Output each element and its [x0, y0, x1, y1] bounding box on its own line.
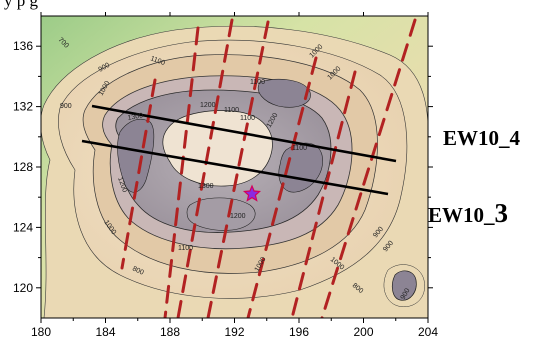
- contour-label: 1300: [198, 183, 214, 190]
- contour-label: 1100: [250, 79, 265, 86]
- contour-label: 1200: [116, 176, 128, 193]
- profile-label-ew10-3-suffix: 3: [494, 198, 509, 228]
- seamount-southeast: [391, 270, 417, 301]
- y-tick-label: 120: [13, 281, 33, 295]
- dashed-tracks: [120, 18, 417, 318]
- caption-fragment: y p g: [4, 0, 38, 10]
- x-tick-label: 188: [160, 325, 180, 339]
- x-tick-label: 200: [353, 325, 373, 339]
- contour-label: 1200: [230, 213, 246, 220]
- x-tick-label: 184: [95, 325, 115, 339]
- contour-label: 1100: [149, 55, 166, 67]
- track-1: [120, 78, 157, 270]
- x-tick-label: 192: [224, 325, 244, 339]
- contour-label: 1100: [224, 107, 239, 114]
- track-6: [290, 70, 357, 318]
- profile-line-ew10-4: [91, 104, 397, 163]
- contour-label: 1200: [200, 102, 216, 109]
- contour-label: 900: [400, 287, 412, 301]
- map-area: [41, 16, 428, 318]
- profile-label-ew10-3-prefix: EW10_: [428, 203, 495, 227]
- x-tick-label: 180: [31, 325, 51, 339]
- y-tick-label: 132: [13, 100, 33, 114]
- contour-label: 900: [98, 62, 112, 74]
- y-tick-label: 136: [13, 39, 33, 53]
- track-2: [163, 26, 200, 318]
- contour-label: 1100: [240, 115, 255, 122]
- contour-label: 800: [131, 265, 145, 276]
- profile-line-ew10-3: [81, 139, 389, 196]
- axis-ticks: [36, 12, 433, 323]
- x-tick-label: 196: [289, 325, 309, 339]
- profile-label-ew10-3: EW10_3: [428, 198, 508, 229]
- star-marker-icon: [242, 184, 262, 202]
- y-tick-label: 124: [13, 220, 33, 234]
- axis-labels: 180 184 188 192 196 200 204 120 124 128 132 136: [13, 39, 438, 339]
- contour-label: 1100: [292, 145, 307, 152]
- y-tick-label: 128: [13, 160, 33, 174]
- seamount-outline: [383, 264, 425, 308]
- track-5: [246, 56, 318, 318]
- track-7: [320, 18, 417, 318]
- contour-label: 1100: [178, 245, 193, 252]
- ridge-north: [258, 79, 311, 108]
- contour-1200-south: [186, 197, 256, 231]
- x-tick-label: 204: [418, 325, 438, 339]
- profile-label-ew10-4: EW10_4: [443, 126, 521, 150]
- contour-label: 1300: [127, 112, 144, 122]
- contour-label: 900: [60, 103, 72, 110]
